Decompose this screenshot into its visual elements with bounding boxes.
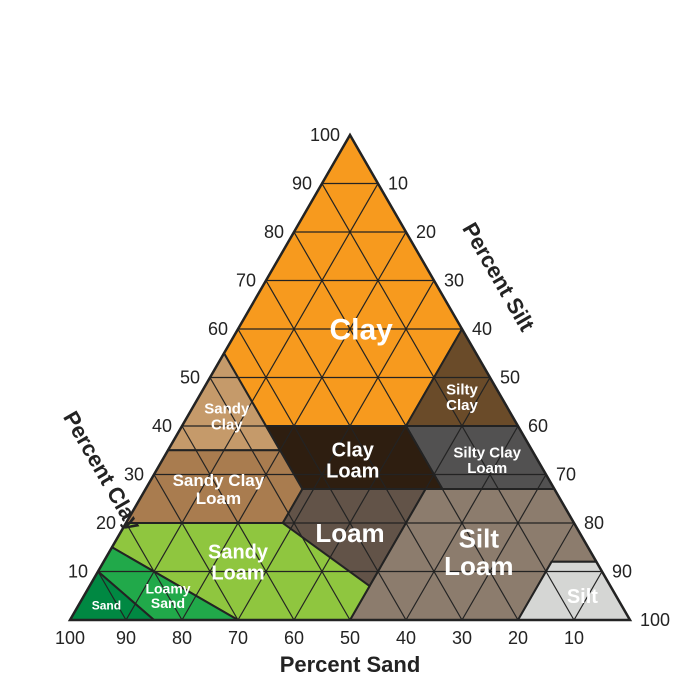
- tick-sand-60: 60: [284, 628, 304, 648]
- tick-sand-100: 100: [55, 628, 85, 648]
- axis-title-silt: Percent Silt: [457, 218, 540, 336]
- tick-clay-100: 100: [310, 125, 340, 145]
- tick-clay-10: 10: [68, 562, 88, 582]
- soil-texture-triangle: ClaySiltyClaySilty ClayLoamSandyClayClay…: [0, 0, 700, 700]
- tick-silt-90: 90: [612, 562, 632, 582]
- region-label-clay: Clay: [330, 314, 394, 347]
- tick-silt-30: 30: [444, 271, 464, 291]
- tick-sand-70: 70: [228, 628, 248, 648]
- region-label-silty-clay: SiltyClay: [446, 381, 478, 414]
- region-label-sand: Sand: [92, 599, 121, 613]
- tick-clay-50: 50: [180, 368, 200, 388]
- tick-sand-30: 30: [452, 628, 472, 648]
- region-label-loamy-sand: LoamySand: [145, 580, 190, 611]
- tick-sand-20: 20: [508, 628, 528, 648]
- tick-clay-80: 80: [264, 222, 284, 242]
- tick-silt-60: 60: [528, 416, 548, 436]
- tick-sand-10: 10: [564, 628, 584, 648]
- tick-silt-20: 20: [416, 222, 436, 242]
- tick-clay-20: 20: [96, 513, 116, 533]
- region-label-loam: Loam: [315, 518, 384, 548]
- region-label-silt: Silt: [567, 586, 598, 608]
- tick-clay-30: 30: [124, 465, 144, 485]
- tick-silt-70: 70: [556, 465, 576, 485]
- tick-silt-10: 10: [388, 174, 408, 194]
- tick-clay-60: 60: [208, 319, 228, 339]
- tick-sand-80: 80: [172, 628, 192, 648]
- tick-sand-40: 40: [396, 628, 416, 648]
- axis-title-sand: Percent Sand: [280, 652, 421, 677]
- tick-silt-50: 50: [500, 368, 520, 388]
- tick-clay-40: 40: [152, 416, 172, 436]
- tick-sand-50: 50: [340, 628, 360, 648]
- region-label-sandy-loam: SandyLoam: [208, 541, 269, 584]
- tick-clay-90: 90: [292, 174, 312, 194]
- tick-clay-70: 70: [236, 271, 256, 291]
- tick-silt-80: 80: [584, 513, 604, 533]
- tick-sand-90: 90: [116, 628, 136, 648]
- region-label-clay-loam: ClayLoam: [326, 439, 379, 482]
- tick-silt-40: 40: [472, 319, 492, 339]
- tick-silt-100: 100: [640, 610, 670, 630]
